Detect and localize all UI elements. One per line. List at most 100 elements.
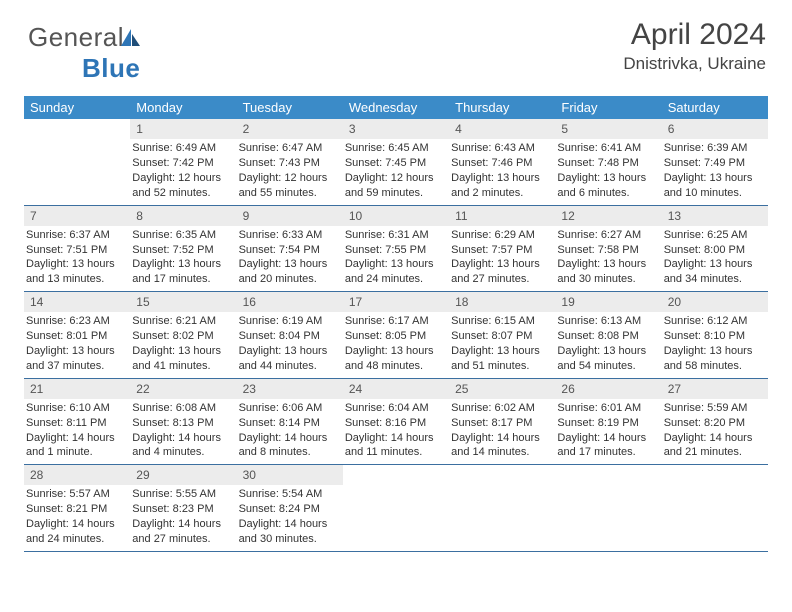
sunset-text: Sunset: 7:57 PM bbox=[451, 243, 551, 258]
daylight-text: Daylight: 14 hours and 27 minutes. bbox=[132, 517, 232, 547]
week-row: 7Sunrise: 6:37 AMSunset: 7:51 PMDaylight… bbox=[24, 206, 768, 293]
day-body: Sunrise: 6:37 AMSunset: 7:51 PMDaylight:… bbox=[24, 228, 130, 287]
day-cell: 26Sunrise: 6:01 AMSunset: 8:19 PMDayligh… bbox=[555, 379, 661, 465]
sunset-text: Sunset: 8:21 PM bbox=[26, 502, 126, 517]
sunset-text: Sunset: 8:08 PM bbox=[557, 329, 657, 344]
day-cell: 3Sunrise: 6:45 AMSunset: 7:45 PMDaylight… bbox=[343, 119, 449, 205]
daylight-text: Daylight: 13 hours and 44 minutes. bbox=[239, 344, 339, 374]
day-body: Sunrise: 6:47 AMSunset: 7:43 PMDaylight:… bbox=[237, 141, 343, 200]
sunset-text: Sunset: 8:05 PM bbox=[345, 329, 445, 344]
day-cell: 4Sunrise: 6:43 AMSunset: 7:46 PMDaylight… bbox=[449, 119, 555, 205]
daylight-text: Daylight: 13 hours and 20 minutes. bbox=[239, 257, 339, 287]
day-body: Sunrise: 6:17 AMSunset: 8:05 PMDaylight:… bbox=[343, 314, 449, 373]
sunrise-text: Sunrise: 6:43 AM bbox=[451, 141, 551, 156]
sunset-text: Sunset: 8:20 PM bbox=[664, 416, 764, 431]
sunset-text: Sunset: 8:14 PM bbox=[239, 416, 339, 431]
daylight-text: Daylight: 13 hours and 6 minutes. bbox=[557, 171, 657, 201]
day-number: 7 bbox=[24, 206, 130, 226]
daylight-text: Daylight: 13 hours and 2 minutes. bbox=[451, 171, 551, 201]
day-body: Sunrise: 6:27 AMSunset: 7:58 PMDaylight:… bbox=[555, 228, 661, 287]
day-cell: 24Sunrise: 6:04 AMSunset: 8:16 PMDayligh… bbox=[343, 379, 449, 465]
day-body: Sunrise: 6:19 AMSunset: 8:04 PMDaylight:… bbox=[237, 314, 343, 373]
day-body: Sunrise: 6:29 AMSunset: 7:57 PMDaylight:… bbox=[449, 228, 555, 287]
week-row: 14Sunrise: 6:23 AMSunset: 8:01 PMDayligh… bbox=[24, 292, 768, 379]
daylight-text: Daylight: 13 hours and 41 minutes. bbox=[132, 344, 232, 374]
day-body: Sunrise: 6:04 AMSunset: 8:16 PMDaylight:… bbox=[343, 401, 449, 460]
day-number: 26 bbox=[555, 379, 661, 399]
week-row: 1Sunrise: 6:49 AMSunset: 7:42 PMDaylight… bbox=[24, 119, 768, 206]
sunset-text: Sunset: 8:16 PM bbox=[345, 416, 445, 431]
sunset-text: Sunset: 7:49 PM bbox=[664, 156, 764, 171]
day-body: Sunrise: 5:55 AMSunset: 8:23 PMDaylight:… bbox=[130, 487, 236, 546]
daylight-text: Daylight: 13 hours and 58 minutes. bbox=[664, 344, 764, 374]
sunset-text: Sunset: 7:54 PM bbox=[239, 243, 339, 258]
sunrise-text: Sunrise: 5:54 AM bbox=[239, 487, 339, 502]
sail-icon bbox=[120, 28, 142, 48]
weekday-header: Friday bbox=[555, 96, 661, 119]
month-title: April 2024 bbox=[623, 18, 766, 52]
daylight-text: Daylight: 13 hours and 48 minutes. bbox=[345, 344, 445, 374]
day-cell: 23Sunrise: 6:06 AMSunset: 8:14 PMDayligh… bbox=[237, 379, 343, 465]
day-body: Sunrise: 6:06 AMSunset: 8:14 PMDaylight:… bbox=[237, 401, 343, 460]
day-cell: 9Sunrise: 6:33 AMSunset: 7:54 PMDaylight… bbox=[237, 206, 343, 292]
day-number: 6 bbox=[662, 119, 768, 139]
sunset-text: Sunset: 8:23 PM bbox=[132, 502, 232, 517]
brand-part2: Blue bbox=[82, 53, 140, 84]
daylight-text: Daylight: 14 hours and 24 minutes. bbox=[26, 517, 126, 547]
day-cell: 6Sunrise: 6:39 AMSunset: 7:49 PMDaylight… bbox=[662, 119, 768, 205]
day-number: 16 bbox=[237, 292, 343, 312]
sunset-text: Sunset: 7:52 PM bbox=[132, 243, 232, 258]
day-number: 17 bbox=[343, 292, 449, 312]
sunrise-text: Sunrise: 6:29 AM bbox=[451, 228, 551, 243]
weekday-header: Thursday bbox=[449, 96, 555, 119]
day-cell bbox=[24, 119, 130, 205]
sunrise-text: Sunrise: 6:21 AM bbox=[132, 314, 232, 329]
sunrise-text: Sunrise: 6:25 AM bbox=[664, 228, 764, 243]
day-cell bbox=[555, 465, 661, 551]
day-number: 30 bbox=[237, 465, 343, 485]
day-number bbox=[449, 465, 555, 485]
weekday-header: Monday bbox=[130, 96, 236, 119]
day-body: Sunrise: 5:59 AMSunset: 8:20 PMDaylight:… bbox=[662, 401, 768, 460]
sunrise-text: Sunrise: 5:55 AM bbox=[132, 487, 232, 502]
day-number: 28 bbox=[24, 465, 130, 485]
week-row: 21Sunrise: 6:10 AMSunset: 8:11 PMDayligh… bbox=[24, 379, 768, 466]
day-number: 2 bbox=[237, 119, 343, 139]
day-cell: 16Sunrise: 6:19 AMSunset: 8:04 PMDayligh… bbox=[237, 292, 343, 378]
day-number: 24 bbox=[343, 379, 449, 399]
day-number bbox=[555, 465, 661, 485]
sunset-text: Sunset: 8:04 PM bbox=[239, 329, 339, 344]
daylight-text: Daylight: 12 hours and 55 minutes. bbox=[239, 171, 339, 201]
sunrise-text: Sunrise: 6:27 AM bbox=[557, 228, 657, 243]
day-number: 14 bbox=[24, 292, 130, 312]
sunrise-text: Sunrise: 6:04 AM bbox=[345, 401, 445, 416]
day-cell: 18Sunrise: 6:15 AMSunset: 8:07 PMDayligh… bbox=[449, 292, 555, 378]
sunrise-text: Sunrise: 6:12 AM bbox=[664, 314, 764, 329]
daylight-text: Daylight: 14 hours and 30 minutes. bbox=[239, 517, 339, 547]
sunrise-text: Sunrise: 6:15 AM bbox=[451, 314, 551, 329]
day-body: Sunrise: 6:33 AMSunset: 7:54 PMDaylight:… bbox=[237, 228, 343, 287]
daylight-text: Daylight: 13 hours and 54 minutes. bbox=[557, 344, 657, 374]
daylight-text: Daylight: 13 hours and 37 minutes. bbox=[26, 344, 126, 374]
day-body: Sunrise: 6:25 AMSunset: 8:00 PMDaylight:… bbox=[662, 228, 768, 287]
day-cell: 1Sunrise: 6:49 AMSunset: 7:42 PMDaylight… bbox=[130, 119, 236, 205]
day-cell: 10Sunrise: 6:31 AMSunset: 7:55 PMDayligh… bbox=[343, 206, 449, 292]
sunrise-text: Sunrise: 5:59 AM bbox=[664, 401, 764, 416]
daylight-text: Daylight: 14 hours and 17 minutes. bbox=[557, 431, 657, 461]
day-body: Sunrise: 6:31 AMSunset: 7:55 PMDaylight:… bbox=[343, 228, 449, 287]
day-cell: 13Sunrise: 6:25 AMSunset: 8:00 PMDayligh… bbox=[662, 206, 768, 292]
sunrise-text: Sunrise: 6:01 AM bbox=[557, 401, 657, 416]
day-number: 21 bbox=[24, 379, 130, 399]
day-number: 12 bbox=[555, 206, 661, 226]
day-body: Sunrise: 6:21 AMSunset: 8:02 PMDaylight:… bbox=[130, 314, 236, 373]
daylight-text: Daylight: 14 hours and 11 minutes. bbox=[345, 431, 445, 461]
daylight-text: Daylight: 14 hours and 14 minutes. bbox=[451, 431, 551, 461]
day-number: 5 bbox=[555, 119, 661, 139]
day-cell: 14Sunrise: 6:23 AMSunset: 8:01 PMDayligh… bbox=[24, 292, 130, 378]
sunset-text: Sunset: 7:46 PM bbox=[451, 156, 551, 171]
day-body: Sunrise: 6:23 AMSunset: 8:01 PMDaylight:… bbox=[24, 314, 130, 373]
sunset-text: Sunset: 7:55 PM bbox=[345, 243, 445, 258]
day-body: Sunrise: 6:01 AMSunset: 8:19 PMDaylight:… bbox=[555, 401, 661, 460]
sunset-text: Sunset: 8:11 PM bbox=[26, 416, 126, 431]
daylight-text: Daylight: 13 hours and 24 minutes. bbox=[345, 257, 445, 287]
